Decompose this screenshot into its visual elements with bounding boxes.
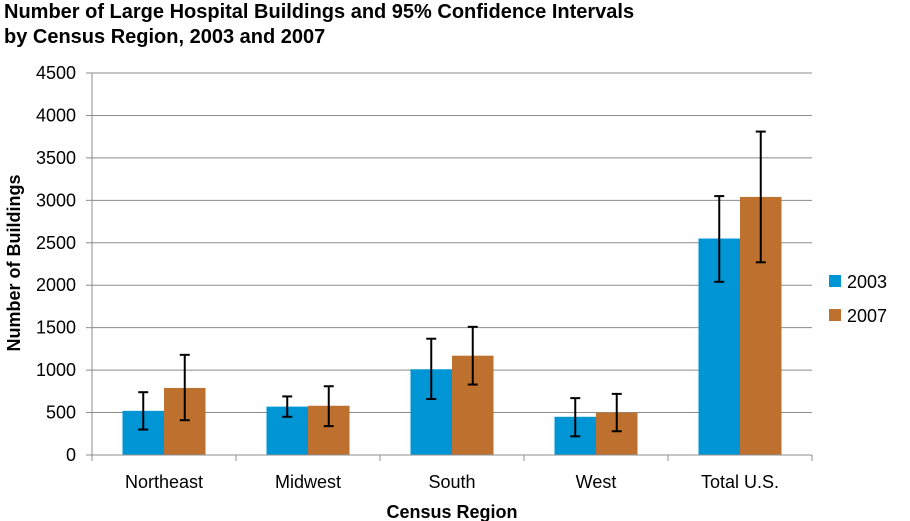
legend-label-2007: 2007 (847, 306, 887, 326)
y-tick-label: 500 (46, 403, 76, 423)
y-tick-label: 3000 (36, 190, 76, 210)
x-tick-label: Midwest (275, 472, 341, 492)
legend: 2003 2007 (829, 272, 887, 326)
axes (86, 72, 813, 461)
x-axis-title: Census Region (386, 502, 517, 521)
x-tick-label: Northeast (125, 472, 203, 492)
chart-title-line-2: by Census Region, 2003 and 2007 (4, 26, 325, 48)
gridlines (92, 72, 812, 414)
x-tick-label: South (428, 472, 475, 492)
error-bars (138, 130, 766, 438)
y-tick-label: 0 (66, 445, 76, 465)
y-axis-title: Number of Buildings (4, 175, 24, 352)
x-tick-label: West (576, 472, 617, 492)
legend-swatch-2007 (829, 309, 841, 321)
y-tick-label: 2000 (36, 275, 76, 295)
x-tick-label: Total U.S. (701, 472, 779, 492)
y-tick-label: 2500 (36, 233, 76, 253)
legend-label-2003: 2003 (847, 272, 887, 292)
x-tick-labels: Northeast Midwest South West Total U.S. (125, 472, 779, 492)
bars (122, 196, 782, 455)
y-tick-label: 1500 (36, 318, 76, 338)
y-tick-label: 3500 (36, 148, 76, 168)
chart-title-line-1: Number of Large Hospital Buildings and 9… (4, 1, 634, 23)
y-tick-label: 4000 (36, 105, 76, 125)
y-tick-label: 1000 (36, 360, 76, 380)
legend-swatch-2003 (829, 275, 841, 287)
y-tick-labels: 0 500 1000 1500 2000 2500 3000 3500 4000 4500 (36, 63, 76, 465)
y-tick-label: 4500 (36, 63, 76, 83)
